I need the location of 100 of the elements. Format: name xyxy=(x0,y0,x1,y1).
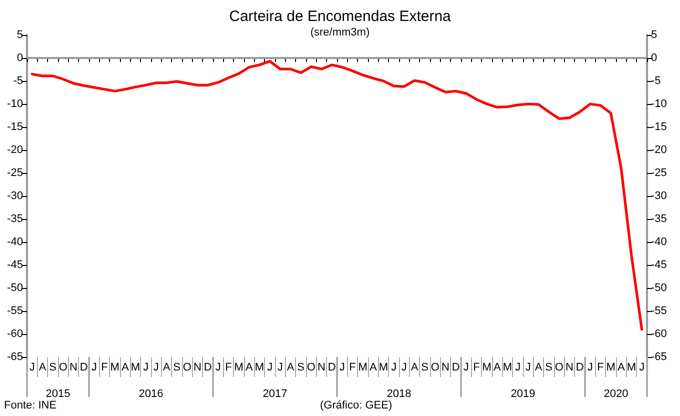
y-tick-label: 5 xyxy=(16,29,23,41)
text: 2018 xyxy=(386,388,412,400)
x-tick-label: M xyxy=(482,362,492,374)
x-tick-label: M xyxy=(358,362,368,374)
y2-tick-label: -20 xyxy=(651,144,667,156)
y2-tick-label: -40 xyxy=(651,236,667,248)
y2-tick-label: -30 xyxy=(651,190,667,202)
y-tick-label: -45 xyxy=(7,259,23,271)
x-tick-label: S xyxy=(297,362,305,374)
x-tick-label: J xyxy=(639,362,645,374)
x-tick-label: J xyxy=(29,362,35,374)
x-tick-label: J xyxy=(339,362,345,374)
x-tick-label: N xyxy=(442,362,450,374)
x-tick-label: N xyxy=(194,362,202,374)
x-tick-label: J xyxy=(91,362,97,374)
chart-subtitle: (sre/mm3m) xyxy=(310,26,370,38)
x-tick-label: A xyxy=(286,362,295,374)
x-tick-label: A xyxy=(369,362,378,374)
x-tick-label: J xyxy=(143,362,149,374)
x-tick-label: A xyxy=(493,362,502,374)
y2-tick-label: -25 xyxy=(651,167,667,179)
x-tick-label: J xyxy=(401,362,407,374)
y2-tick-label: -15 xyxy=(651,121,667,133)
x-tick-label: S xyxy=(173,362,181,374)
x-tick-label: D xyxy=(328,362,336,374)
y-tick-label: -40 xyxy=(7,236,23,248)
y-tick-label: -15 xyxy=(7,121,23,133)
text: 2015 xyxy=(46,388,70,400)
x-tick-label: M xyxy=(502,362,512,374)
x-tick-label: A xyxy=(162,362,171,374)
y2-tick-label: -60 xyxy=(651,328,667,340)
x-tick-label: M xyxy=(254,362,264,374)
x-tick-label: S xyxy=(545,362,553,374)
x-tick-label: S xyxy=(421,362,429,374)
x-tick-label: D xyxy=(204,362,212,374)
x-tick-label: M xyxy=(234,362,244,374)
y-tick-label: -30 xyxy=(7,190,23,202)
x-tick-label: J xyxy=(391,362,397,374)
y-tick-label: -55 xyxy=(7,305,23,317)
y2-tick-label: -65 xyxy=(651,351,667,363)
text: 2017 xyxy=(262,388,288,400)
x-tick-label: J xyxy=(587,362,593,374)
y-tick-label: -10 xyxy=(7,98,23,110)
x-tick-label: D xyxy=(576,362,584,374)
x-tick-label: J xyxy=(277,362,283,374)
x-tick-label: A xyxy=(410,362,419,374)
x-tick-label: J xyxy=(153,362,159,374)
x-tick-label: F xyxy=(349,362,356,374)
source-note: Fonte: INE xyxy=(4,400,57,412)
x-tick-label: O xyxy=(306,362,316,374)
x-tick-label: M xyxy=(130,362,140,374)
x-tick-label: J xyxy=(515,362,521,374)
x-tick-label: A xyxy=(121,362,130,374)
x-tick-label: A xyxy=(534,362,543,374)
y2-tick-label: -10 xyxy=(651,98,667,110)
x-tick-label: D xyxy=(80,362,88,374)
x-tick-label: N xyxy=(566,362,574,374)
y-tick-label: -60 xyxy=(7,328,23,340)
y2-tick-label: -45 xyxy=(651,259,667,271)
text: (Gráfico: GEE) xyxy=(320,400,392,412)
x-tick-label: F xyxy=(225,362,232,374)
y2-tick-label: 0 xyxy=(651,52,658,64)
text: 2020 xyxy=(604,388,628,400)
x-tick-label: M xyxy=(110,362,120,374)
text: 2019 xyxy=(510,388,536,400)
y-tick-label: -20 xyxy=(7,144,23,156)
y-tick-label: -65 xyxy=(7,351,23,363)
x-tick-label: A xyxy=(38,362,47,374)
x-tick-label: A xyxy=(617,362,626,374)
x-tick-label: A xyxy=(245,362,254,374)
x-tick-label: N xyxy=(318,362,326,374)
y-tick-label: -25 xyxy=(7,167,23,179)
x-tick-label: O xyxy=(58,362,68,374)
x-tick-label: F xyxy=(597,362,604,374)
y-tick-label: -50 xyxy=(7,282,23,294)
y2-tick-label: -55 xyxy=(651,305,667,317)
x-tick-label: S xyxy=(49,362,57,374)
y-tick-label: 0 xyxy=(16,52,23,64)
y2-tick-label: -5 xyxy=(651,75,661,87)
x-tick-label: J xyxy=(525,362,531,374)
y2-tick-label: 5 xyxy=(651,29,658,41)
x-tick-label: M xyxy=(626,362,636,374)
x-tick-label: F xyxy=(101,362,108,374)
x-tick-label: M xyxy=(378,362,388,374)
x-tick-label: O xyxy=(182,362,192,374)
x-tick-label: D xyxy=(452,362,460,374)
x-tick-label: O xyxy=(554,362,564,374)
text: 2016 xyxy=(138,388,164,400)
x-tick-label: J xyxy=(267,362,273,374)
x-tick-label: N xyxy=(70,362,78,374)
y2-tick-label: -50 xyxy=(651,282,667,294)
x-tick-label: J xyxy=(463,362,469,374)
x-tick-label: M xyxy=(606,362,616,374)
y-tick-label: -5 xyxy=(13,75,23,87)
x-tick-label: J xyxy=(215,362,221,374)
y2-tick-label: -35 xyxy=(651,213,667,225)
chart-title: Carteira de Encomendas Externa xyxy=(229,8,452,25)
x-tick-label: O xyxy=(430,362,440,374)
y-tick-label: -35 xyxy=(7,213,23,225)
x-tick-label: F xyxy=(473,362,480,374)
